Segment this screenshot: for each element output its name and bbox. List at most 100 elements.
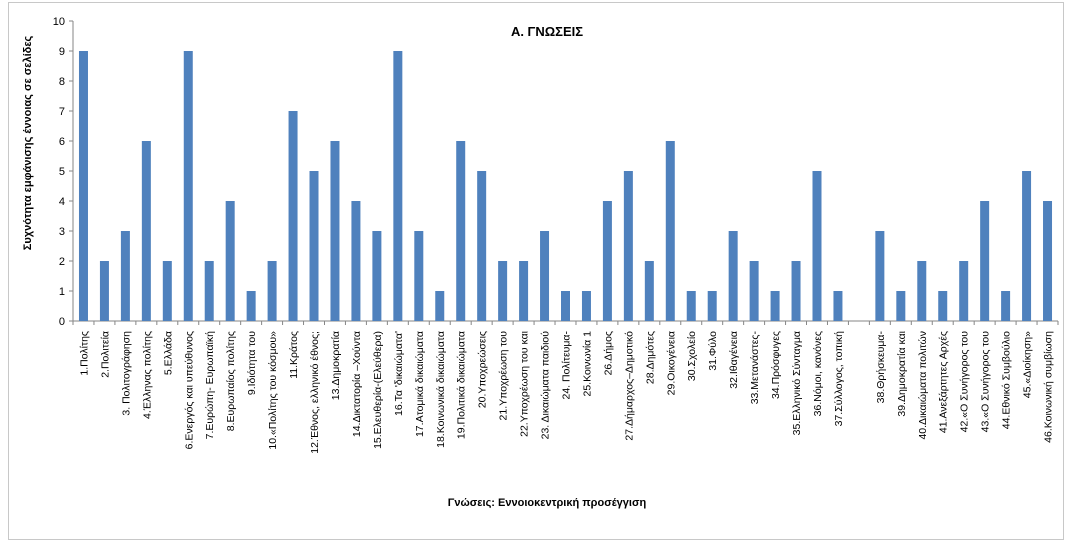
bar	[393, 51, 403, 321]
x-tick-label: 12.Έθνος, ελληνικό έθνος;	[309, 331, 321, 454]
bar	[456, 141, 466, 321]
x-tick-label: 22.Υποχρέωση του και	[519, 330, 531, 437]
x-tick-label: 15.Ελευθερία-(Ελεύθερα)	[372, 331, 384, 449]
bar	[686, 291, 696, 321]
x-tick-label: 16.Τα 'δικαιώματα'	[393, 331, 405, 416]
bar	[141, 141, 151, 321]
bar	[812, 171, 822, 321]
x-tick-label: 42.«Ο Συνήγορος του	[959, 331, 971, 433]
bar	[120, 231, 130, 321]
x-tick-label: 43.«Ο Συνήγορος του	[980, 331, 992, 433]
x-tick-label: 39.Δημοκρατία και	[896, 330, 908, 416]
bar	[99, 261, 109, 321]
x-tick-label: 11.Κράτος	[288, 331, 300, 379]
bar	[288, 111, 298, 321]
bar	[498, 261, 508, 321]
x-tick-label: 46.Κοινωνική συμβίωση	[1043, 331, 1055, 443]
x-tick-label: 45.«Διοίκηση»	[1022, 331, 1034, 398]
x-tick-label: 36.Νόμοι, κανόνες	[812, 331, 824, 416]
bar	[602, 201, 612, 321]
x-tick-label: 29.Οικογένεια	[665, 331, 677, 395]
y-tick-label: 1	[59, 286, 65, 298]
x-axis-title: Γνώσεις: Εννοιοκεντρική προσέγγιση	[448, 497, 647, 509]
x-tick-label: 37.Σύλλογος, τοπική	[833, 331, 845, 427]
bar	[665, 141, 675, 321]
x-tick-label: 17.Ατομικά δικαιώματα	[414, 331, 426, 437]
bar	[980, 201, 990, 321]
bar	[707, 291, 717, 321]
x-tick-label: 30.Σχολείο	[686, 331, 698, 381]
x-tick-label: 27.Δήμαρχος–Δημοτικό	[623, 331, 635, 441]
y-tick-label: 10	[53, 16, 65, 28]
x-tick-label: 9.Ιδιότητα του	[246, 331, 258, 395]
bar	[162, 261, 172, 321]
x-tick-label: 25.Κοινωνία 1	[581, 331, 593, 397]
x-tick-label: 19.Πολιτικά δικαιώματα	[456, 331, 468, 439]
x-tick-label: 13.Δημοκρατία	[330, 331, 342, 400]
y-tick-label: 5	[59, 166, 65, 178]
bar	[1043, 201, 1053, 321]
y-tick-label: 7	[59, 106, 65, 118]
bar	[372, 231, 382, 321]
x-tick-label: 28.Δημότες	[644, 331, 656, 384]
x-tick-label: 31.Φύλο	[707, 331, 719, 371]
chart-area: Α. ΓΝΩΣΕΙΣ Συχνότητα εμφάνισης έννοιας σ…	[8, 2, 1064, 540]
bar	[644, 261, 654, 321]
x-tick-label: 1.Πολίτης	[78, 331, 90, 376]
bar	[875, 231, 885, 321]
bar	[833, 291, 843, 321]
bar	[623, 171, 633, 321]
bar	[1001, 291, 1011, 321]
bar	[581, 291, 591, 321]
bar	[183, 51, 193, 321]
bar	[267, 261, 277, 321]
y-tick-label: 2	[59, 256, 65, 268]
x-tick-label: 3. Πολιτογράφηση	[120, 331, 132, 416]
bar	[225, 201, 235, 321]
x-tick-label: 7.Ευρώπη- Ευρωπαϊκή	[204, 331, 216, 440]
x-tick-label: 26.Δήμος	[602, 331, 614, 375]
x-tick-label: 38.Θρήσκευμα-	[875, 331, 887, 404]
y-tick-label: 3	[59, 226, 65, 238]
x-tick-label: 2.Πολιτεία	[99, 331, 111, 378]
x-tick-label: 34.Πρόσφυγες	[770, 331, 782, 399]
bar	[770, 291, 780, 321]
x-tick-label: 20.Υποχρεώσεις	[477, 331, 489, 408]
x-tick-label: 18.Κοινωνικά δικαιώματα	[435, 331, 447, 448]
x-tick-label: 10.«Πολίτης του κόσμου»	[267, 331, 279, 450]
x-tick-label: 8.Ευρωπαίος πολίτης	[225, 331, 237, 431]
bar	[204, 261, 214, 321]
x-tick-label: 6.Ενεργός και υπεύθυνος	[183, 331, 195, 449]
x-tick-label: 4.Έλληνας πολίτης	[141, 331, 153, 419]
bar	[917, 261, 927, 321]
y-tick-label: 9	[59, 46, 65, 58]
bar	[540, 231, 550, 321]
x-tick-label: 40.Δικαιώματα πολιτών	[917, 331, 929, 440]
y-axis-title: Συχνότητα εμφάνισης έννοιας σε σελίδες	[22, 35, 34, 250]
x-tick-label: 41.Ανεξάρτητες Αρχές	[938, 331, 950, 433]
bar	[330, 141, 340, 321]
x-tick-label: 14.Δικτατορία –Χούντα	[351, 331, 363, 437]
x-tick-label: 35.Ελληνικό Σύνταγμα	[791, 331, 803, 435]
bar	[309, 171, 319, 321]
y-tick-label: 6	[59, 136, 65, 148]
bar	[477, 171, 487, 321]
bar	[78, 51, 88, 321]
bar	[791, 261, 801, 321]
y-tick-label: 4	[59, 196, 65, 208]
plot-area: 0 1 2 3 4 5 6 7 8 9 10 1.Πολίτης 2.Πολιτεία 3. Πολιτο…	[53, 16, 1059, 454]
bar	[246, 291, 256, 321]
bar	[938, 291, 948, 321]
y-tick-label: 8	[59, 76, 65, 88]
bar	[749, 261, 759, 321]
bar	[519, 261, 529, 321]
bar	[896, 291, 906, 321]
bar	[728, 231, 738, 321]
x-tick-label: 21.Υποχρέωση του	[498, 331, 510, 421]
bar	[561, 291, 570, 321]
x-tick-label: 5.Ελλάδα	[162, 331, 174, 375]
bar	[414, 231, 424, 321]
bar	[351, 201, 361, 321]
bar	[435, 291, 445, 321]
chart-title: Α. ΓΝΩΣΕΙΣ	[511, 24, 583, 39]
